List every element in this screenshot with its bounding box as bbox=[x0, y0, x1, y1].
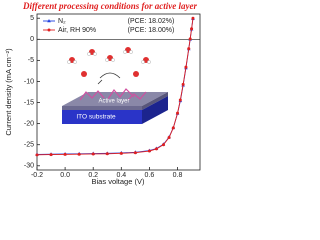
y-tick-label: -10 bbox=[24, 78, 34, 85]
ito-side bbox=[142, 96, 168, 124]
active-layer-front bbox=[62, 106, 142, 110]
x-tick-label: 0.4 bbox=[116, 172, 126, 179]
y-tick-label: 5 bbox=[30, 15, 34, 22]
active-layer-side bbox=[142, 92, 168, 110]
marker bbox=[154, 147, 158, 151]
y-tick-label: -25 bbox=[24, 142, 34, 149]
x-tick-label: 0.2 bbox=[88, 172, 98, 179]
y-tick-label: 0 bbox=[30, 36, 34, 43]
x-tick-label: 0.8 bbox=[173, 172, 183, 179]
marker bbox=[91, 152, 95, 156]
marker bbox=[187, 47, 191, 51]
marker bbox=[167, 136, 171, 140]
polymer-chains bbox=[79, 88, 147, 101]
water-molecules bbox=[69, 47, 149, 77]
chart-title: Different processing conditions for acti… bbox=[22, 1, 198, 11]
y-tick-label: -5 bbox=[28, 57, 34, 64]
marker bbox=[190, 27, 194, 31]
marker bbox=[191, 16, 195, 20]
x-tick-label: 0.6 bbox=[145, 172, 155, 179]
y-axis-title: Current density (mA cm⁻²) bbox=[4, 48, 13, 136]
annotation: Active layer bbox=[98, 99, 129, 105]
marker bbox=[178, 98, 182, 102]
x-tick-label: -0.2 bbox=[31, 172, 43, 179]
legend-marker bbox=[47, 28, 51, 32]
marker bbox=[181, 82, 185, 86]
marker bbox=[77, 152, 81, 156]
marker bbox=[184, 65, 188, 69]
x-tick-label: 0.0 bbox=[60, 172, 70, 179]
marker bbox=[35, 153, 39, 157]
legend-note: (PCE: 18.02%) bbox=[128, 18, 175, 25]
marker bbox=[171, 126, 175, 130]
marker bbox=[161, 143, 165, 147]
legend-note: (PCE: 18.00%) bbox=[128, 27, 175, 34]
ito-front bbox=[62, 110, 142, 124]
marker bbox=[147, 149, 151, 153]
series-line bbox=[36, 18, 194, 156]
y-tick-label: -15 bbox=[24, 99, 34, 106]
y-tick-label: -20 bbox=[24, 120, 34, 127]
marker bbox=[119, 151, 123, 155]
marker bbox=[49, 153, 53, 157]
chart: Different processing conditions for acti… bbox=[4, 1, 201, 186]
plot-frame bbox=[36, 13, 201, 171]
water-hydrogens bbox=[67, 50, 151, 64]
arrow bbox=[97, 72, 121, 85]
inset-illustration bbox=[62, 47, 168, 124]
marker bbox=[105, 152, 109, 156]
marker bbox=[133, 151, 137, 155]
legend-label: Air, RH 90% bbox=[58, 27, 96, 34]
y-tick-label: -30 bbox=[24, 163, 34, 170]
annotation: ITO substrate bbox=[76, 114, 116, 121]
marker bbox=[188, 37, 192, 41]
marker bbox=[63, 152, 67, 156]
active-layer-top bbox=[62, 92, 168, 106]
legend-label: N₂ bbox=[58, 18, 66, 25]
x-axis-title: Bias voltage (V) bbox=[92, 177, 145, 186]
marker bbox=[176, 111, 180, 115]
legend-marker bbox=[47, 19, 51, 23]
